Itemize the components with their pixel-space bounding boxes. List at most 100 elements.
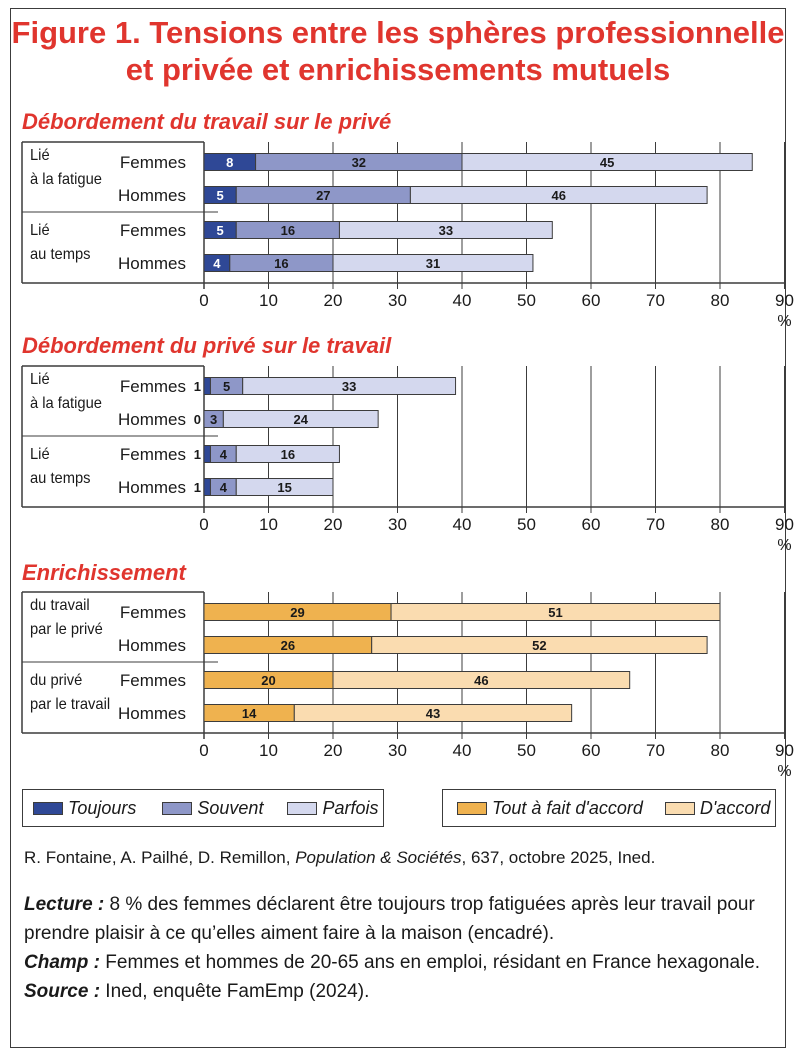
legend-item-d-accord: D'accord	[664, 797, 771, 819]
data-label: 3	[210, 412, 217, 427]
legend-item-toujours: Toujours	[33, 798, 136, 819]
group-label: à la fatigue	[30, 170, 102, 188]
x-tick-label: 0	[199, 291, 208, 310]
data-label: 4	[213, 256, 221, 271]
data-label: 5	[217, 188, 224, 203]
bar-segment	[235, 478, 334, 496]
bar-segment	[222, 410, 379, 428]
data-label: 5	[223, 379, 230, 394]
group-label: Lié	[30, 445, 50, 463]
data-label: 33	[439, 223, 453, 238]
x-tick-label: 40	[453, 515, 472, 534]
figure-notes: Lecture : 8 % des femmes déclarent être …	[24, 890, 776, 1006]
group-label: au temps	[30, 469, 91, 487]
x-tick-label: 20	[324, 291, 343, 310]
x-tick-label: 10	[259, 515, 278, 534]
row-label: Femmes	[120, 445, 186, 464]
row-label: Femmes	[120, 221, 186, 240]
source-citation: R. Fontaine, A. Pailhé, D. Remillon, Pop…	[24, 848, 655, 868]
legend-label-souvent: Souvent	[197, 797, 264, 818]
x-tick-label: 30	[388, 291, 407, 310]
data-label: 24	[294, 412, 309, 427]
title-line-2: et privée et enrichissements mutuels	[125, 52, 671, 87]
legend-label-toujours: Toujours	[68, 797, 137, 818]
data-label: 1	[194, 480, 201, 495]
data-label: 20	[261, 673, 275, 688]
legend-item-tout-a-fait: Tout à fait d'accord	[457, 798, 643, 819]
data-label: 8	[226, 155, 233, 170]
row-label: Hommes	[118, 478, 186, 497]
x-tick-label: 20	[324, 741, 343, 760]
row-label: Femmes	[120, 153, 186, 172]
x-tick-label: 40	[453, 741, 472, 760]
group-label: du travail	[30, 596, 90, 614]
x-tick-label: 60	[582, 515, 601, 534]
data-label: 46	[474, 673, 488, 688]
note-champ-text: Femmes et hommes de 20-65 ans en emploi,…	[100, 952, 761, 973]
x-tick-label: 80	[711, 291, 730, 310]
data-label: 16	[274, 256, 288, 271]
data-label: 52	[532, 638, 546, 653]
data-label: 51	[548, 605, 562, 620]
swatch-parfois	[287, 801, 318, 815]
group-label: Lié	[30, 146, 50, 164]
note-champ: Champ : Femmes et hommes de 20-65 ans en…	[24, 948, 776, 977]
group-label: Lié	[30, 221, 50, 239]
title-line-1: Figure 1. Tensions entre les sphères pro…	[11, 15, 785, 50]
citation-rest: , 637, octobre 2025, Ined.	[461, 848, 656, 867]
group-label: à la fatigue	[30, 394, 102, 412]
x-tick-label: 30	[388, 515, 407, 534]
chart-enrichissement: 0 10 20 30 40 50 60 70 80 90% du travail par le pri…	[21, 591, 794, 780]
row-label: Femmes	[120, 603, 186, 622]
x-tick-label: 30	[388, 741, 407, 760]
bar-segment	[242, 377, 457, 395]
legend-item-parfois: Parfois	[287, 798, 378, 819]
data-label: 4	[220, 480, 228, 495]
bar-segment	[332, 254, 534, 272]
x-unit-label: %	[777, 313, 791, 330]
section-title-prive-travail: Débordement du privé sur le travail	[22, 333, 392, 358]
legend-agreement: Tout à fait d'accord D'accord	[442, 789, 776, 827]
bar-segment	[390, 603, 721, 621]
data-label: 45	[600, 155, 614, 170]
x-tick-label: 90	[775, 515, 794, 534]
x-tick-label: 90	[775, 741, 794, 760]
swatch-toujours	[33, 801, 63, 815]
legend-label-tout-a-fait: Tout à fait d'accord	[492, 797, 643, 818]
x-tick-label: 50	[517, 741, 536, 760]
bar-segment	[338, 221, 553, 239]
x-tick-label: 60	[582, 741, 601, 760]
data-label: 16	[281, 223, 295, 238]
data-label: 1	[194, 447, 201, 462]
x-tick-label: 10	[259, 291, 278, 310]
row-label: Hommes	[118, 254, 186, 273]
data-label: 1	[194, 379, 201, 394]
note-source-label: Source :	[24, 981, 101, 1002]
bar-segment	[371, 636, 708, 654]
legend-label-parfois: Parfois	[322, 797, 379, 818]
x-tick-label: 80	[711, 741, 730, 760]
row-label: Hommes	[118, 186, 186, 205]
x-tick-label: 50	[517, 515, 536, 534]
bar-segment	[235, 445, 340, 463]
group-label: du privé	[30, 671, 82, 689]
bar-segment	[293, 704, 573, 722]
row-label: Hommes	[118, 704, 186, 723]
x-tick-label: 70	[646, 515, 665, 534]
x-tick-label: 20	[324, 515, 343, 534]
data-label: 0	[194, 412, 201, 427]
legend-label-d-accord: D'accord	[699, 797, 771, 818]
data-label: 14	[242, 706, 257, 721]
bar-segment	[461, 153, 753, 171]
legend-item-souvent: Souvent	[162, 798, 263, 819]
x-tick-label: 70	[646, 291, 665, 310]
group-label: par le privé	[30, 620, 103, 638]
x-tick-label: 90	[775, 291, 794, 310]
bar-segment	[203, 478, 211, 496]
group-label: par le travail	[30, 695, 110, 713]
x-unit-label: %	[777, 763, 791, 780]
note-lecture-text: 8 % des femmes déclarent être toujours t…	[24, 894, 755, 944]
bar-segment	[203, 377, 211, 395]
x-tick-label: 0	[199, 741, 208, 760]
